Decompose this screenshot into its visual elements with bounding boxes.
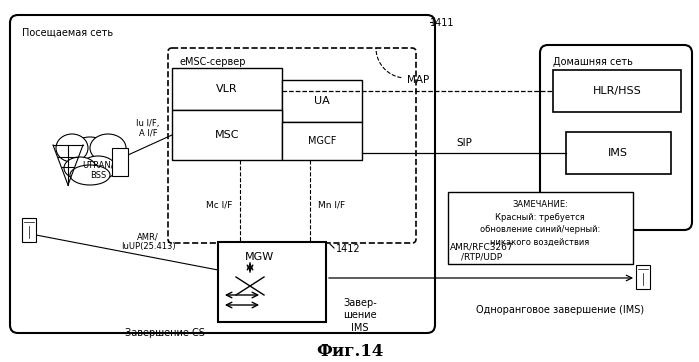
Bar (218, 242, 326, 322)
Text: IMS: IMS (608, 148, 628, 158)
Text: Домашняя сеть: Домашняя сеть (553, 57, 633, 67)
Text: VLR: VLR (216, 84, 238, 94)
Bar (566, 132, 671, 174)
Bar (553, 70, 681, 112)
Text: MAP: MAP (407, 75, 429, 85)
Bar (282, 80, 362, 122)
Text: SIP: SIP (456, 138, 472, 148)
Text: MGCF: MGCF (308, 136, 336, 146)
FancyBboxPatch shape (10, 15, 435, 333)
Bar (636, 265, 650, 289)
Text: ЗАМЕЧАНИЕ:
Красный: требуется
обновление синий/черный:
никакого воздействия: ЗАМЕЧАНИЕ: Красный: требуется обновление… (480, 200, 600, 247)
Text: Посещаемая сеть: Посещаемая сеть (22, 28, 113, 38)
Bar (22, 218, 36, 242)
Ellipse shape (80, 156, 116, 180)
Text: Завершение CS: Завершение CS (125, 328, 205, 338)
Text: Одноранговое завершение (IMS): Одноранговое завершение (IMS) (476, 305, 644, 315)
Text: MGW: MGW (245, 252, 275, 262)
Text: HLR/HSS: HLR/HSS (593, 86, 642, 96)
Text: AMR/
IuUP(25.413): AMR/ IuUP(25.413) (121, 232, 175, 251)
Bar (112, 148, 128, 176)
Text: 1411: 1411 (430, 18, 454, 28)
Ellipse shape (90, 134, 126, 162)
Text: UA: UA (314, 96, 330, 106)
Bar (448, 192, 633, 264)
Text: Mn I/F: Mn I/F (318, 201, 345, 210)
Text: UTRAN/
BSS: UTRAN/ BSS (82, 160, 114, 180)
FancyBboxPatch shape (168, 48, 416, 243)
Text: Фиг.14: Фиг.14 (317, 344, 384, 361)
Text: eMSC-сервер: eMSC-сервер (180, 57, 247, 67)
Ellipse shape (56, 134, 88, 162)
Bar (172, 68, 282, 110)
Text: 1412: 1412 (336, 244, 361, 254)
Text: AMR/RFC3267
/RTP/UDP: AMR/RFC3267 /RTP/UDP (450, 243, 514, 262)
Ellipse shape (68, 137, 112, 173)
Text: Завер-
шение
IMS: Завер- шение IMS (343, 298, 377, 333)
Bar (172, 110, 282, 160)
FancyBboxPatch shape (540, 45, 692, 230)
Text: Iu I/F,
A I/F: Iu I/F, A I/F (136, 119, 159, 138)
Ellipse shape (70, 165, 110, 185)
Text: Mc I/F: Mc I/F (206, 201, 232, 210)
Ellipse shape (64, 157, 96, 179)
Text: MSC: MSC (215, 130, 239, 140)
Bar (282, 122, 362, 160)
